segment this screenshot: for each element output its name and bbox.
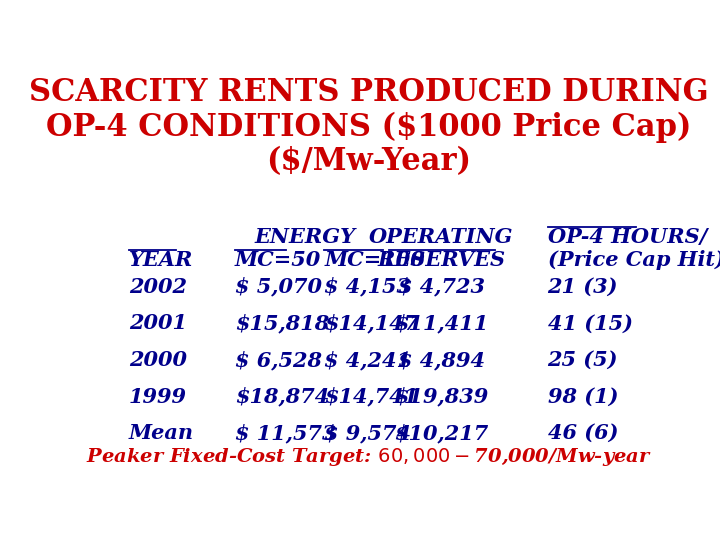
Text: $ 11,573: $ 11,573 bbox=[235, 423, 336, 443]
Text: $11,411: $11,411 bbox=[395, 313, 489, 333]
Text: $ 4,723: $ 4,723 bbox=[398, 277, 485, 297]
Text: $19,839: $19,839 bbox=[395, 387, 489, 407]
Text: MC=50: MC=50 bbox=[235, 250, 321, 270]
Text: $ 4,241: $ 4,241 bbox=[324, 350, 411, 370]
Text: OP-4 HOURS/: OP-4 HOURS/ bbox=[547, 227, 707, 247]
Text: $14,741: $14,741 bbox=[324, 387, 418, 407]
Text: ($/Mw-Year): ($/Mw-Year) bbox=[266, 146, 472, 177]
Text: $ 9,574: $ 9,574 bbox=[324, 423, 411, 443]
Text: $ 4,153: $ 4,153 bbox=[324, 277, 411, 297]
Text: $ 4,894: $ 4,894 bbox=[398, 350, 485, 370]
Text: 46 (6): 46 (6) bbox=[547, 423, 618, 443]
Text: OP-4 CONDITIONS ($1000 Price Cap): OP-4 CONDITIONS ($1000 Price Cap) bbox=[46, 112, 692, 143]
Text: 25 (5): 25 (5) bbox=[547, 350, 618, 370]
Text: OPERATING: OPERATING bbox=[369, 227, 514, 247]
Text: $15,818: $15,818 bbox=[235, 313, 329, 333]
Text: 1999: 1999 bbox=[129, 387, 187, 407]
Text: 41 (15): 41 (15) bbox=[547, 313, 633, 333]
Text: SCARCITY RENTS PRODUCED DURING: SCARCITY RENTS PRODUCED DURING bbox=[30, 77, 708, 109]
Text: $18,874: $18,874 bbox=[235, 387, 329, 407]
Text: $10,217: $10,217 bbox=[395, 423, 489, 443]
Text: $ 6,528: $ 6,528 bbox=[235, 350, 322, 370]
Text: (Price Cap Hit): (Price Cap Hit) bbox=[547, 250, 720, 270]
Text: $ 5,070: $ 5,070 bbox=[235, 277, 322, 297]
Text: 2001: 2001 bbox=[129, 313, 187, 333]
Text: 2000: 2000 bbox=[129, 350, 187, 370]
Text: Mean: Mean bbox=[129, 423, 194, 443]
Text: 21 (3): 21 (3) bbox=[547, 277, 618, 297]
Text: MC=100: MC=100 bbox=[324, 250, 425, 270]
Text: Peaker Fixed-Cost Target: $60,000 - $70,000/Mw-year: Peaker Fixed-Cost Target: $60,000 - $70,… bbox=[86, 446, 652, 468]
Text: RESERVES: RESERVES bbox=[377, 250, 505, 270]
Text: ENERGY: ENERGY bbox=[254, 227, 356, 247]
Text: 98 (1): 98 (1) bbox=[547, 387, 618, 407]
Text: $14,147: $14,147 bbox=[324, 313, 418, 333]
Text: 2002: 2002 bbox=[129, 277, 187, 297]
Text: YEAR: YEAR bbox=[129, 250, 194, 270]
